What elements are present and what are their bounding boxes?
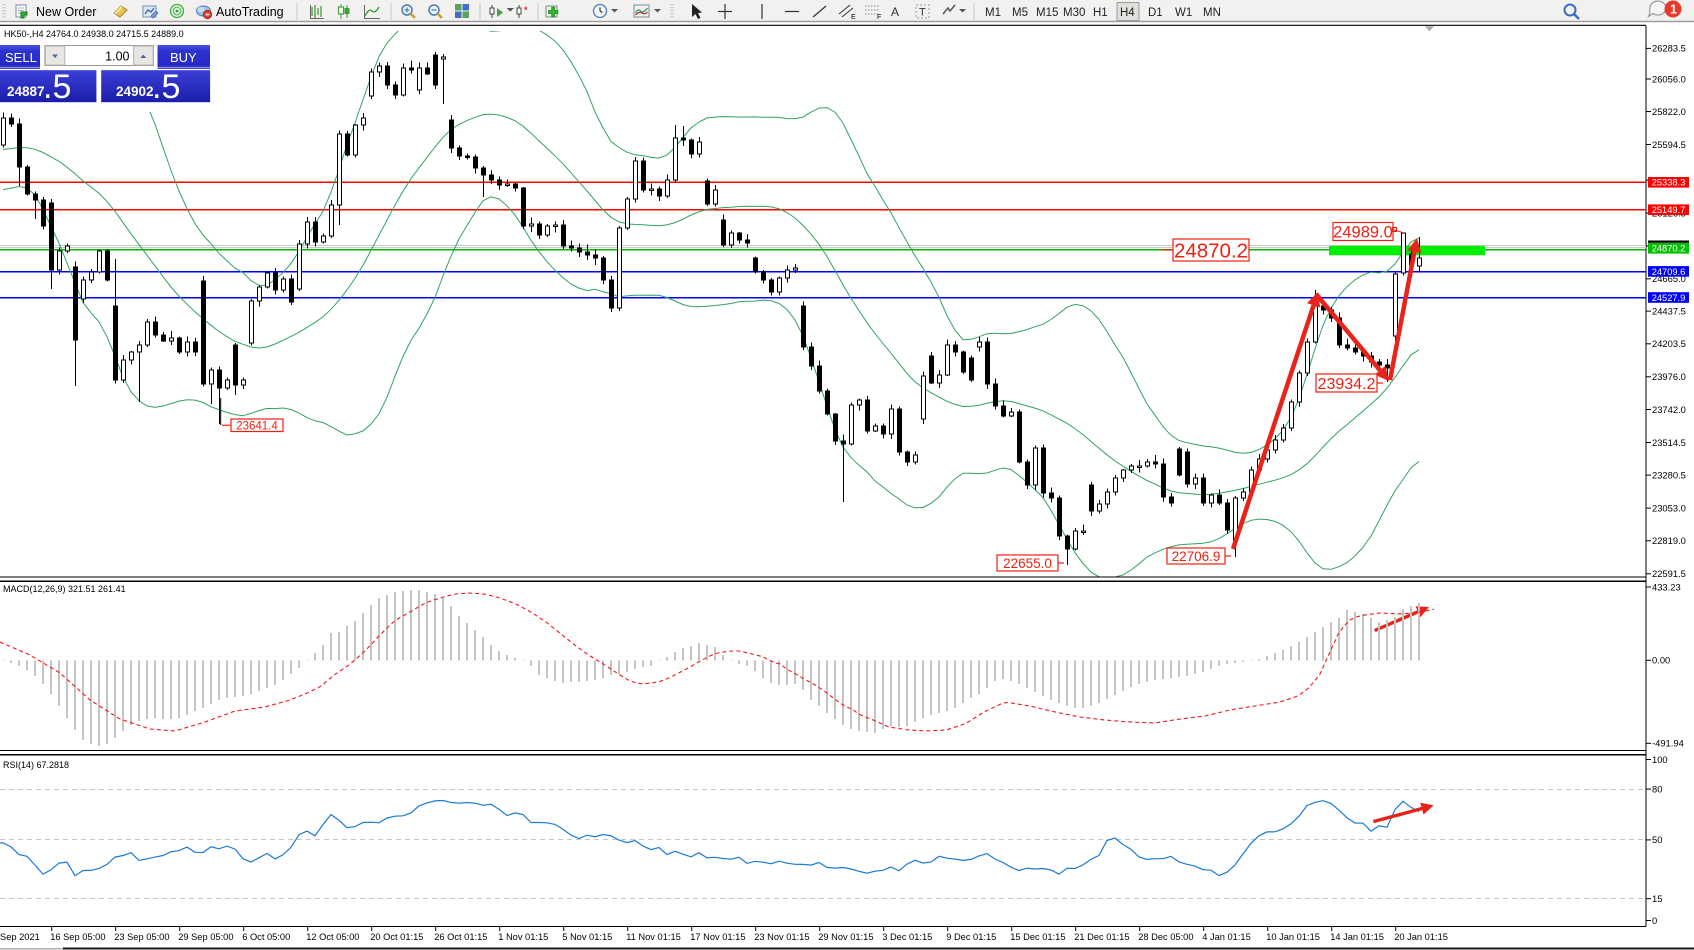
svg-text:11 Nov 01:15: 11 Nov 01:15 [626, 932, 681, 942]
svg-text:MN: MN [1203, 7, 1221, 19]
svg-text:25822.0: 25822.0 [1652, 106, 1686, 117]
svg-text:A: A [891, 5, 899, 19]
svg-text:21 Dec 01:15: 21 Dec 01:15 [1074, 932, 1129, 942]
svg-text:24902: 24902 [116, 84, 154, 99]
svg-text:*: * [524, 5, 528, 15]
svg-text:M5: M5 [1012, 7, 1028, 19]
svg-text:433.23: 433.23 [1652, 581, 1681, 592]
svg-text:28 Dec 05:00: 28 Dec 05:00 [1138, 932, 1193, 942]
svg-text:100: 100 [1652, 754, 1668, 765]
svg-text:23053.0: 23053.0 [1652, 502, 1686, 513]
svg-text:10 Jan 01:15: 10 Jan 01:15 [1266, 932, 1320, 942]
svg-text:29 Nov 01:15: 29 Nov 01:15 [818, 932, 873, 942]
svg-text:25338.3: 25338.3 [1652, 178, 1686, 188]
svg-text:0: 0 [1652, 915, 1657, 926]
svg-text:24527.9: 24527.9 [1652, 293, 1686, 303]
svg-text:Sep 2021: Sep 2021 [0, 932, 40, 942]
svg-text:HK50-,H4 24764.0 24938.0 2471: HK50-,H4 24764.0 24938.0 24715.5 24889.0 [4, 29, 184, 39]
svg-text:24989.0: 24989.0 [1333, 223, 1393, 241]
svg-text:24709.6: 24709.6 [1652, 267, 1686, 277]
svg-text:23742.0: 23742.0 [1652, 404, 1686, 415]
svg-text:M1: M1 [985, 7, 1001, 19]
svg-text:20 Oct 01:15: 20 Oct 01:15 [370, 932, 423, 942]
svg-text:23 Sep 05:00: 23 Sep 05:00 [114, 932, 169, 942]
svg-text:20 Jan 01:15: 20 Jan 01:15 [1394, 932, 1448, 942]
svg-text:24870.2: 24870.2 [1652, 244, 1686, 254]
svg-text:4 Jan 01:15: 4 Jan 01:15 [1202, 932, 1251, 942]
svg-text:1.00: 1.00 [105, 50, 129, 64]
svg-text:BUY: BUY [170, 50, 197, 65]
svg-text:16 Sep 05:00: 16 Sep 05:00 [50, 932, 105, 942]
svg-text:9 Dec 01:15: 9 Dec 01:15 [946, 932, 996, 942]
svg-text:14 Jan 01:15: 14 Jan 01:15 [1330, 932, 1384, 942]
svg-text:MACD(12,26,9) 321.51 261.41: MACD(12,26,9) 321.51 261.41 [3, 584, 126, 594]
svg-text:22706.9: 22706.9 [1172, 549, 1221, 564]
svg-text:26056.0: 26056.0 [1652, 73, 1686, 84]
svg-text:23280.5: 23280.5 [1652, 469, 1686, 480]
svg-text:24437.5: 24437.5 [1652, 305, 1686, 316]
svg-text:80: 80 [1652, 783, 1662, 794]
svg-text:0.00: 0.00 [1652, 655, 1670, 666]
svg-text:50: 50 [1652, 834, 1662, 845]
svg-text:AutoTrading: AutoTrading [216, 5, 284, 19]
svg-text:24203.5: 24203.5 [1652, 338, 1686, 349]
svg-text:29 Sep 05:00: 29 Sep 05:00 [178, 932, 233, 942]
svg-text:SELL: SELL [5, 50, 37, 65]
svg-text:.5: .5 [43, 68, 71, 106]
svg-text:23934.2: 23934.2 [1318, 376, 1376, 393]
svg-text:24887: 24887 [7, 84, 45, 99]
svg-text:26 Oct 01:15: 26 Oct 01:15 [434, 932, 487, 942]
svg-text:26283.5: 26283.5 [1652, 43, 1686, 54]
svg-text:New Order: New Order [36, 5, 96, 19]
svg-text:24665.0: 24665.0 [1652, 273, 1686, 284]
svg-text:H4: H4 [1120, 7, 1135, 19]
svg-text:24870.2: 24870.2 [1174, 239, 1248, 262]
svg-text:F: F [877, 14, 881, 21]
svg-text:-491.94: -491.94 [1652, 738, 1684, 749]
svg-text:22819.0: 22819.0 [1652, 535, 1686, 546]
svg-text:23514.5: 23514.5 [1652, 437, 1686, 448]
svg-text:25594.5: 25594.5 [1652, 139, 1686, 150]
svg-text:22655.0: 22655.0 [1003, 556, 1052, 571]
svg-text:H1: H1 [1093, 7, 1108, 19]
svg-text:1 Nov 01:15: 1 Nov 01:15 [498, 932, 548, 942]
svg-text:15 Dec 01:15: 15 Dec 01:15 [1010, 932, 1065, 942]
svg-text:12 Oct 05:00: 12 Oct 05:00 [306, 932, 359, 942]
svg-text:23976.0: 23976.0 [1652, 371, 1686, 382]
svg-text:3 Dec 01:15: 3 Dec 01:15 [882, 932, 932, 942]
svg-text:22591.5: 22591.5 [1652, 568, 1686, 579]
svg-text:M15: M15 [1036, 7, 1058, 19]
svg-text:23 Nov 01:15: 23 Nov 01:15 [754, 932, 809, 942]
svg-text:T: T [919, 7, 926, 19]
svg-text:.5: .5 [152, 68, 180, 106]
svg-text:23641.4: 23641.4 [236, 420, 278, 432]
svg-text:25149.7: 25149.7 [1652, 205, 1686, 215]
svg-text:M30: M30 [1063, 7, 1085, 19]
svg-text:E: E [851, 14, 856, 21]
svg-text:15: 15 [1652, 893, 1662, 904]
svg-text:6 Oct 05:00: 6 Oct 05:00 [242, 932, 290, 942]
svg-text:17 Nov 01:15: 17 Nov 01:15 [690, 932, 745, 942]
svg-text:RSI(14) 67.2818: RSI(14) 67.2818 [3, 760, 69, 770]
svg-text:D1: D1 [1148, 7, 1163, 19]
svg-text:5 Nov 01:15: 5 Nov 01:15 [562, 932, 612, 942]
svg-text:W1: W1 [1175, 7, 1192, 19]
svg-text:1: 1 [1670, 3, 1677, 17]
